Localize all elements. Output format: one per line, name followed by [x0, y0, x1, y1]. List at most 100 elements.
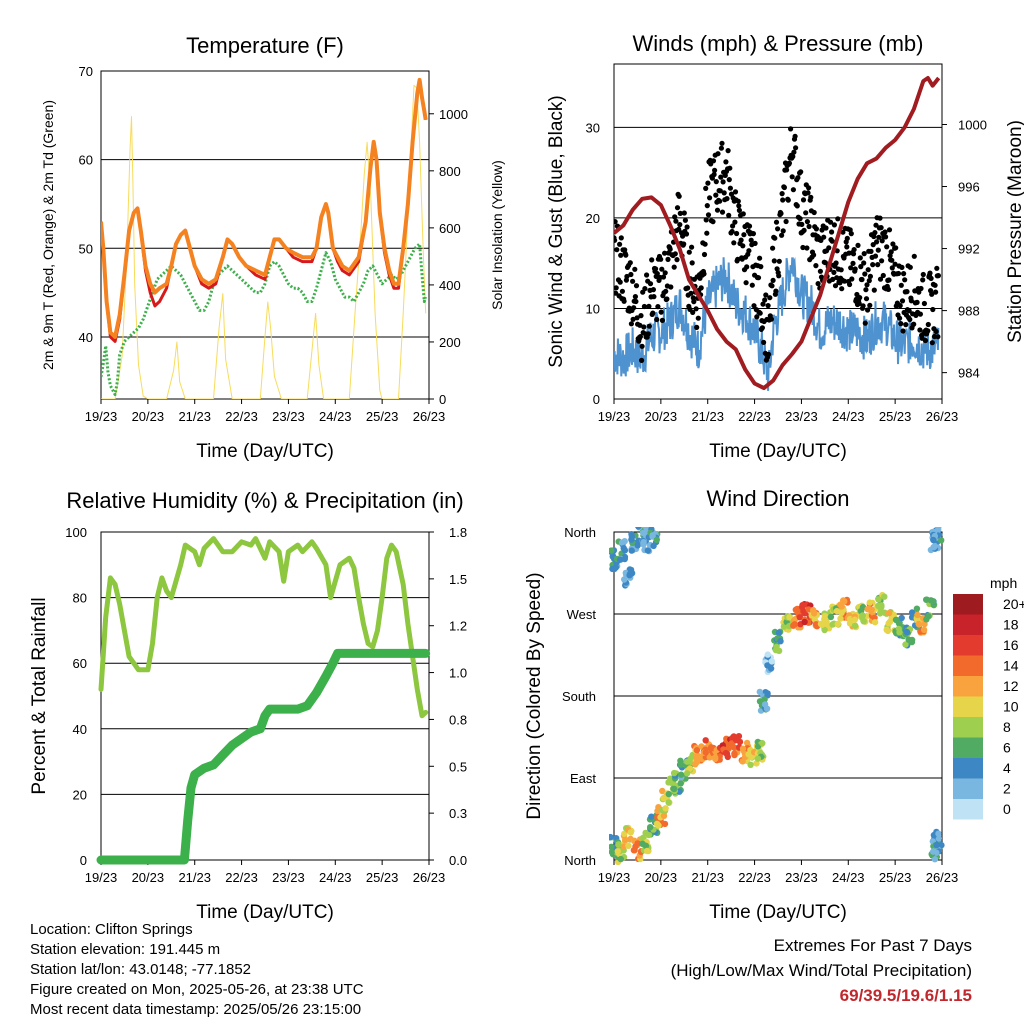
gust-point: [717, 188, 723, 194]
gust-point: [900, 328, 906, 334]
gust-point: [861, 251, 867, 257]
direction-point: [834, 620, 841, 628]
y2-tick-label: 400: [439, 278, 461, 293]
gust-point: [720, 179, 726, 185]
y-tick-label: 10: [586, 301, 600, 316]
gust-point: [849, 276, 855, 282]
gust-point: [746, 223, 753, 229]
direction-point: [817, 620, 825, 628]
gust-point: [672, 214, 678, 220]
gust-point: [914, 299, 920, 305]
gust-point: [746, 248, 752, 254]
gust-point: [617, 279, 623, 285]
direction-point: [653, 820, 661, 827]
gust-point: [932, 282, 938, 288]
gust-point: [882, 229, 888, 235]
direction-point: [780, 623, 788, 630]
gust-point: [768, 316, 775, 322]
direction-point: [851, 622, 859, 629]
x-tick-label: 20/23: [645, 870, 678, 885]
direction-point: [925, 613, 932, 620]
gust-point: [684, 224, 690, 230]
direction-point: [908, 636, 916, 644]
gust-point: [878, 225, 884, 231]
y2-tick-label: 1000: [958, 117, 987, 132]
x-tick-label: 19/23: [85, 870, 118, 885]
legend-label: 4: [1003, 760, 1011, 776]
gust-point: [877, 276, 884, 282]
latlon-label: Station lat/lon: 43.0148; -77.1852: [30, 961, 252, 978]
y2-tick-label: 992: [958, 242, 980, 257]
y-axis-label: Sonic Wind & Gust (Blue, Black): [546, 95, 567, 367]
gust-point: [704, 230, 710, 236]
direction-point: [706, 754, 713, 761]
gust-point: [650, 310, 656, 316]
y2-tick-label: 0.3: [449, 806, 467, 821]
x-tick-label: 26/23: [413, 870, 446, 885]
gust-point: [727, 165, 733, 171]
legend-label: 8: [1003, 719, 1011, 735]
gust-point: [888, 249, 894, 255]
gust-point: [795, 175, 801, 181]
gust-point: [730, 223, 736, 229]
direction-point: [634, 840, 641, 847]
x-tick-label: 23/23: [272, 409, 305, 424]
direction-point: [930, 848, 937, 855]
gust-point: [779, 232, 785, 238]
gust-point: [630, 316, 636, 322]
y-axis-label: Direction (Colored By Speed): [524, 572, 545, 819]
direction-point: [609, 843, 615, 850]
direction-point: [871, 619, 879, 626]
gust-point: [719, 209, 726, 215]
gust-point: [793, 145, 799, 151]
gust-point: [732, 219, 738, 225]
y2-tick-label: 200: [439, 335, 461, 350]
chart-title: Temperature (F): [186, 33, 344, 58]
direction-point: [812, 621, 820, 628]
direction-point: [851, 616, 858, 623]
direction-point: [621, 555, 628, 563]
gust-point: [771, 258, 777, 264]
gust-point: [819, 227, 825, 233]
gust-point: [658, 256, 664, 262]
gust-point: [911, 321, 917, 327]
x-axis-label: Time (Day/UTC): [196, 902, 334, 923]
gust-point: [719, 140, 725, 146]
gust-point: [880, 272, 886, 279]
series-temp_2m: [101, 78, 428, 343]
gust-point: [686, 249, 692, 255]
gust-point: [933, 289, 939, 295]
legend-label: 2: [1003, 781, 1011, 797]
gust-point: [724, 196, 730, 202]
gust-point: [650, 287, 657, 293]
legend-swatch: [953, 655, 983, 676]
direction-point: [933, 841, 940, 849]
gust-point: [655, 304, 661, 310]
gust-point: [717, 198, 723, 204]
direction-point: [796, 614, 804, 621]
gust-point: [821, 234, 827, 240]
gust-point: [855, 242, 861, 248]
gust-point: [685, 285, 691, 291]
gust-point: [850, 251, 857, 257]
direction-point: [786, 614, 793, 621]
gust-point: [935, 273, 942, 279]
direction-point: [761, 696, 768, 703]
direction-point: [728, 740, 735, 747]
direction-point: [693, 754, 700, 761]
gust-point: [863, 287, 869, 293]
y2-tick-label: 0.0: [449, 853, 467, 868]
gust-point: [704, 203, 710, 209]
direction-point: [935, 835, 942, 842]
direction-point: [647, 824, 654, 831]
x-tick-label: 25/23: [879, 409, 912, 424]
gust-point: [658, 309, 664, 315]
gust-point: [929, 291, 935, 297]
direction-point: [801, 618, 808, 626]
direction-point: [898, 614, 905, 622]
gust-point: [783, 218, 789, 225]
y-tick-label: South: [562, 689, 596, 704]
x-axis-label: Time (Day/UTC): [709, 441, 847, 462]
direction-point: [920, 626, 928, 634]
gust-point: [649, 257, 655, 263]
